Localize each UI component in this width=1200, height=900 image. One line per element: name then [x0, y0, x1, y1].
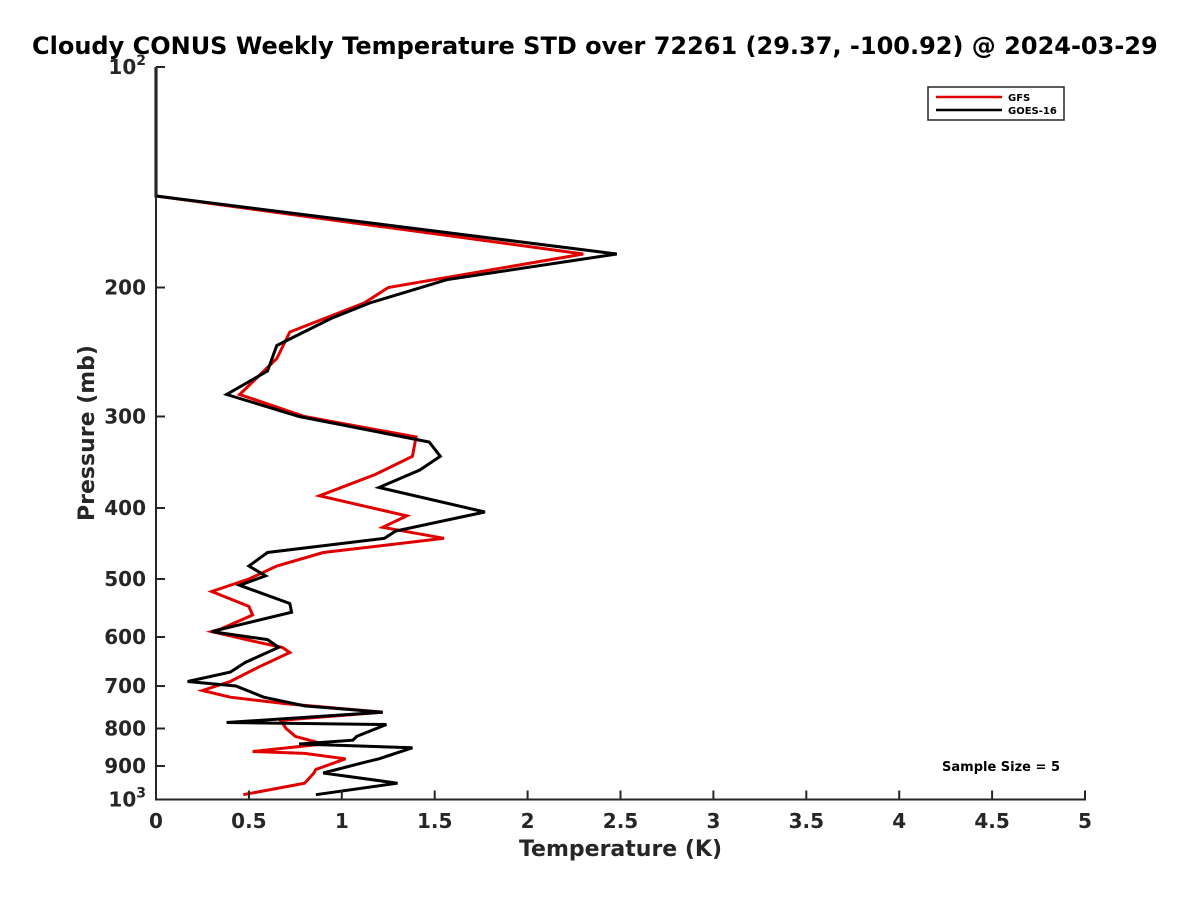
- x-tick-label: 4.5: [974, 809, 1009, 833]
- legend-label-goes16: GOES-16: [1008, 106, 1057, 117]
- y-tick-label: 102: [108, 53, 146, 79]
- x-tick-label: 0: [149, 809, 163, 833]
- y-tick-label: 900: [104, 754, 146, 778]
- legend-label-gfs: GFS: [1008, 93, 1030, 104]
- y-tick-label: 600: [104, 625, 146, 649]
- chart-title: Cloudy CONUS Weekly Temperature STD over…: [32, 32, 1158, 60]
- y-axis-label: Pressure (mb): [75, 345, 100, 521]
- series-lines: [154, 67, 618, 797]
- y-tick-label: 200: [104, 276, 146, 300]
- x-tick-label: 4: [892, 809, 906, 833]
- x-ticks: 0 0.5 1 1.5 2 2.5 3 3.5 4 4.5 5: [149, 790, 1092, 833]
- y-tick-label: 500: [104, 567, 146, 591]
- y-tick-label: 700: [104, 674, 146, 698]
- x-tick-label: 3.5: [789, 809, 824, 833]
- x-tick-label: 2: [521, 809, 535, 833]
- y-tick-label: 103: [108, 786, 146, 812]
- y-tick-label: 800: [104, 717, 146, 741]
- x-tick-label: 0.5: [231, 809, 266, 833]
- y-ticks: 102 200 300 400 500 600 700 800 900 103: [104, 53, 165, 812]
- sample-size-annotation: Sample Size = 5: [942, 760, 1060, 775]
- x-tick-label: 5: [1078, 809, 1092, 833]
- x-axis-label: Temperature (K): [519, 837, 722, 862]
- y-tick-label: 400: [104, 496, 146, 520]
- x-tick-label: 3: [706, 809, 720, 833]
- legend-box: [927, 86, 1065, 121]
- y-tick-label: 300: [104, 404, 146, 428]
- x-tick-label: 2.5: [603, 809, 638, 833]
- x-tick-label: 1: [335, 809, 349, 833]
- legend: GFS GOES-16: [927, 86, 1065, 121]
- axes: [155, 67, 1086, 801]
- x-tick-label: 1.5: [417, 809, 452, 833]
- series-line-goes16: [154, 67, 618, 797]
